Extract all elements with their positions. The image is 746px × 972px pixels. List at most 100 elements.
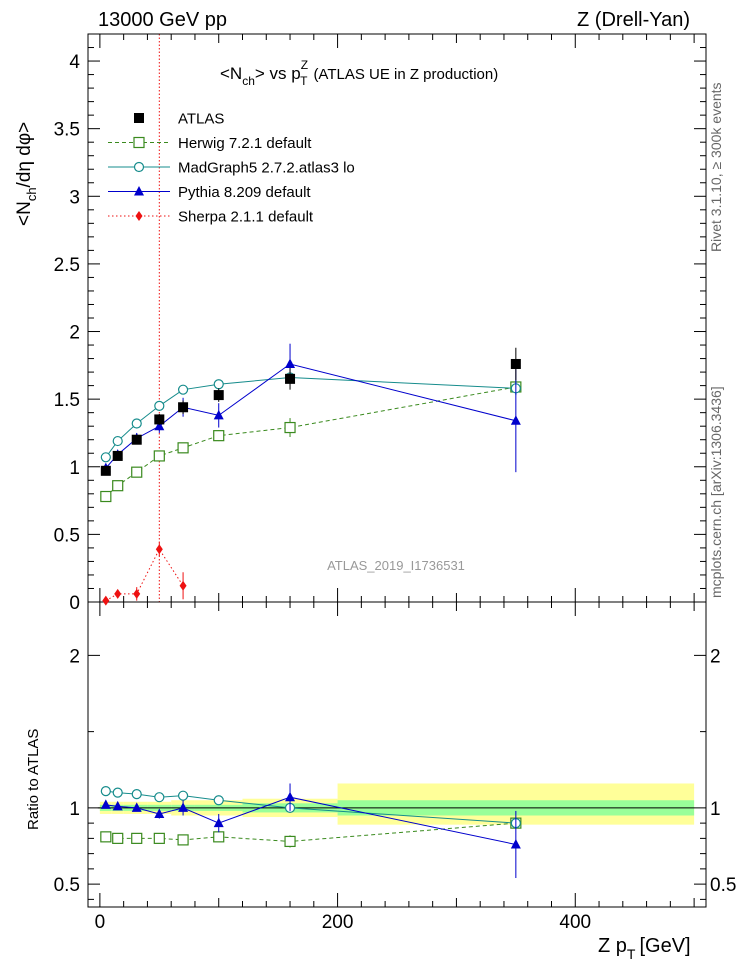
ratio-line-herwig [105,822,516,842]
ratio-axis-label: Ratio to ATLAS [25,729,42,830]
main-point-madgraph [213,379,224,390]
main-y-tick-label: 2.5 [54,255,80,276]
title-sup-z: Z [301,58,308,72]
ratio-point-herwig [284,835,296,848]
main-line-madgraph [105,377,516,458]
main-y-tick-label: 2 [69,323,80,344]
legend-marker-madgraph [133,161,145,173]
legend-marker-herwig [133,136,145,149]
main-y-tick-label: 0 [69,593,80,614]
title-part-2: > vs p [255,64,301,83]
x-tick-label: 400 [559,912,591,933]
title-sub-ch: ch [242,74,255,88]
ratio-point-madgraph [177,790,189,801]
y-label-part-2: /dη dφ> [14,122,35,188]
main-point-sherpa [102,595,110,606]
legend: ATLAS Herwig 7.2.1 default MadGraph5 2.7.2… [108,111,355,226]
main-point-madgraph [131,418,142,429]
title-part-1: <N [220,64,242,83]
ratio-y-tick-label: 1 [69,799,80,820]
ratio-series [100,783,522,879]
ratio-point-pythia [131,802,142,812]
ratio-point-madgraph [112,787,123,798]
x-label-part-1: Z p [598,935,627,957]
main-point-herwig [153,450,165,462]
main-y-tick-label: 1 [69,458,80,479]
legend-marker-atlas [134,113,144,123]
main-point-sherpa [114,588,122,599]
ratio-uncertainty-bands [99,783,695,825]
ratio-point-herwig [177,834,189,846]
plot-title: <Nch> vs pZ T (ATLAS UE in Z production) [220,58,498,88]
axis-ticks [88,33,706,907]
ratio-point-madgraph [131,789,142,800]
main-point-atlas [178,402,189,413]
ratio-plot-frame [87,601,707,908]
ratio-point-pythia [178,802,189,812]
main-point-atlas [510,358,521,369]
main-point-atlas [131,434,142,445]
legend-label-atlas: ATLAS [178,111,224,128]
legend-label-madgraph: MadGraph5 2.7.2.atlas3 lo [178,160,355,177]
y-label-sub: ch [24,187,39,201]
main-line-pythia [105,363,516,469]
ratio-point-pythia [100,799,111,809]
x-tick-label: 200 [322,912,354,933]
main-point-herwig [100,490,112,503]
main-y-tick-label: 1.5 [54,390,80,411]
ratio-y-tick-label: 0.5 [54,875,80,896]
main-point-herwig [131,466,143,478]
ratio-point-herwig [131,832,143,844]
legend-marker-sherpa [135,211,143,221]
x-label-part-2: [GeV] [639,935,690,957]
ratio-point-pythia [285,791,296,802]
legend-label-sherpa: Sherpa 2.1.1 default [178,209,314,226]
ratio-y-tick-label: 2 [69,646,80,667]
main-point-herwig [213,430,225,442]
title-sub-t: T [300,74,308,88]
ratio-point-herwig [112,832,124,844]
header-left: 13000 GeV pp [98,9,227,31]
ratio-line-pythia [105,796,516,845]
y-label-part-1: <N [14,201,35,226]
main-point-sherpa [179,580,187,591]
main-y-tick-label: 3 [69,187,80,208]
main-point-pythia [154,420,165,431]
ratio-point-pythia [154,808,165,818]
main-y-tick-label: 0.5 [54,525,80,546]
main-point-madgraph [154,400,165,412]
main-point-atlas [154,414,165,425]
main-point-madgraph [177,384,189,395]
ratio-point-pythia [510,838,521,849]
ratio-point-pythia [213,817,224,828]
main-line-herwig [105,386,516,497]
header-right: Z (Drell-Yan) [577,9,690,31]
main-y-tick-label: 4 [69,52,80,73]
ratio-point-madgraph [213,795,224,806]
rivet-label: Rivet 3.1.10, ≥ 300k events [708,82,724,252]
reference-lines [97,34,695,809]
ratio-point-madgraph [154,792,165,803]
main-point-pythia [285,358,296,368]
main-y-tick-label: 3.5 [54,120,80,141]
x-label-sub: T [627,946,636,962]
x-tick-label: 0 [95,912,106,933]
main-point-madgraph [112,435,123,447]
mcplots-label: mcplots.cern.ch [arXiv:1306.3436] [708,386,724,598]
ratio-point-herwig [100,831,112,843]
main-point-pythia [510,415,521,425]
main-point-herwig [284,421,296,434]
legend-label-herwig: Herwig 7.2.1 default [178,135,312,152]
title-part-3: (ATLAS UE in Z production) [313,66,498,83]
main-point-atlas [213,390,224,401]
ratio-point-herwig [213,831,225,843]
y-axis-label: <Nch/dη dφ> [14,122,39,226]
main-series [100,343,522,606]
main-point-madgraph [100,452,111,463]
x-axis-label: Z pT [GeV] [598,935,691,962]
legend-label-pythia: Pythia 8.209 default [178,184,311,201]
ratio-point-madgraph [100,785,111,797]
ratio-point-pythia [112,800,123,811]
main-point-sherpa [155,544,163,555]
